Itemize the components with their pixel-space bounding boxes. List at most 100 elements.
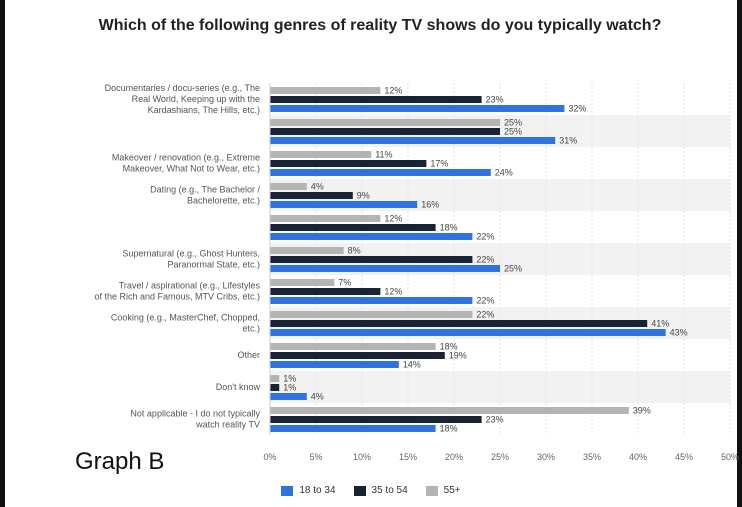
bar-value-label: 22% (476, 232, 494, 242)
bar-value-label: 14% (403, 360, 421, 370)
bar (270, 137, 555, 144)
bar (270, 320, 647, 327)
legend-swatch (354, 486, 366, 496)
category-label-line: Don't know (216, 382, 261, 392)
bar (270, 128, 500, 135)
bar (270, 384, 279, 391)
bar-value-label: 25% (504, 264, 522, 274)
bar (270, 375, 279, 382)
bar (270, 169, 491, 176)
bar (270, 393, 307, 400)
category-label: Supernatural (e.g., Ghost Hunters, Parano… (122, 249, 260, 270)
x-tick-label: 15% (399, 452, 417, 462)
bar-value-label: 31% (559, 136, 577, 146)
x-axis-label: Share of respondents (422, 469, 499, 470)
legend-item-55-plus[interactable]: 55+ (426, 485, 461, 496)
bar (270, 247, 344, 254)
legend-label: 35 to 54 (372, 485, 408, 496)
bar (270, 361, 399, 368)
bar-value-label: 22% (476, 255, 494, 265)
bar-value-label: 23% (486, 415, 504, 425)
legend-item-35-to-54[interactable]: 35 to 54 (354, 485, 408, 496)
bar-value-label: 1% (283, 383, 296, 393)
bar (270, 425, 436, 432)
bar (270, 352, 445, 359)
bar-value-label: 22% (476, 296, 494, 306)
bar-value-label: 18% (440, 223, 458, 233)
bar (270, 151, 371, 158)
bar-value-label: 17% (430, 159, 448, 169)
category-label-line: Bachelorette, etc.) (187, 196, 260, 206)
bar (270, 343, 436, 350)
legend-label: 18 to 34 (299, 485, 335, 496)
bar (270, 279, 334, 286)
bar-value-label: 16% (421, 200, 439, 210)
bar-value-label: 32% (568, 104, 586, 114)
category-label-line: Kardashians, The Hills, etc.) (148, 105, 260, 115)
x-tick-label: 5% (309, 452, 322, 462)
bar-value-label: 7% (338, 278, 351, 288)
category-label: Makeover / renovation (e.g., Extreme Make… (112, 153, 260, 174)
bar (270, 256, 472, 263)
bar-value-label: 18% (440, 424, 458, 434)
bar-value-label: 8% (348, 246, 361, 256)
bar-value-label: 4% (311, 182, 324, 192)
category-label-line: Paranormal State, etc.) (167, 260, 260, 270)
bar-value-label: 43% (670, 328, 688, 338)
bar (270, 311, 472, 318)
category-label-line: Not applicable - I do not typically (130, 409, 260, 419)
bar (270, 105, 564, 112)
x-tick-label: 10% (353, 452, 371, 462)
bar-value-label: 23% (486, 95, 504, 105)
x-tick-label: 20% (445, 452, 463, 462)
category-label-line: Dating (e.g., The Bachelor / (150, 185, 260, 195)
bar (270, 201, 417, 208)
x-tick-label: 25% (491, 452, 509, 462)
bar-value-label: 11% (375, 150, 392, 160)
category-label-line: watch reality TV (195, 420, 260, 430)
category-label: Other (237, 350, 260, 360)
category-label-line: Makeover, What Not to Wear, etc.) (123, 164, 260, 174)
x-tick-label: 35% (583, 452, 601, 462)
bar-value-label: 12% (384, 86, 402, 96)
category-label-line: Documentaries / docu-series (e.g., The (105, 83, 260, 93)
bar (270, 192, 353, 199)
bar (270, 96, 482, 103)
category-label-line: Cooking (e.g., MasterChef, Chopped, (111, 313, 260, 323)
bar (270, 297, 472, 304)
bar (270, 329, 666, 336)
category-label-line: of the Rich and Famous, MTV Cribs, etc.) (94, 292, 260, 302)
bar-chart: 0% 5% 10% 15% 20% 25% 30% 35% 40% 45% 50% Share of … (0, 0, 742, 470)
category-label-line: Supernatural (e.g., Ghost Hunters, (122, 249, 260, 259)
bar (270, 233, 472, 240)
x-tick-label: 30% (537, 452, 555, 462)
x-tick-label: 50% (721, 452, 739, 462)
bar-value-label: 9% (357, 191, 370, 201)
chart-legend: 18 to 34 35 to 54 55+ (0, 485, 742, 496)
category-label: Cooking (e.g., MasterChef, Chopped, etc.) (111, 313, 260, 334)
category-label-line: Real World, Keeping up with the (132, 94, 260, 104)
category-label-line: Makeover / renovation (e.g., Extreme (112, 153, 260, 163)
category-label: Don't know (216, 382, 261, 392)
bar-value-label: 22% (476, 310, 494, 320)
x-tick-label: 45% (675, 452, 693, 462)
bar (270, 87, 380, 94)
category-label-line: etc.) (242, 324, 260, 334)
x-tick-label: 40% (629, 452, 647, 462)
category-label: Dating (e.g., The Bachelor / Bachelorette… (150, 185, 260, 206)
graph-label: Graph B (75, 448, 164, 476)
bar (270, 407, 629, 414)
bar-value-label: 41% (651, 319, 669, 329)
bar-value-label: 39% (633, 406, 651, 416)
category-label: Travel / aspirational (e.g., Lifestyles o… (94, 281, 260, 302)
legend-item-18-to-34[interactable]: 18 to 34 (281, 485, 335, 496)
bar (270, 160, 426, 167)
bar (270, 183, 307, 190)
category-label-line: Other (237, 350, 260, 360)
bar-value-label: 25% (504, 127, 522, 137)
category-label: Not applicable - I do not typically watch… (130, 409, 260, 430)
bar-value-label: 19% (449, 351, 467, 361)
bar-value-label: 12% (384, 287, 402, 297)
legend-swatch (426, 486, 438, 496)
legend-label: 55+ (444, 485, 461, 496)
